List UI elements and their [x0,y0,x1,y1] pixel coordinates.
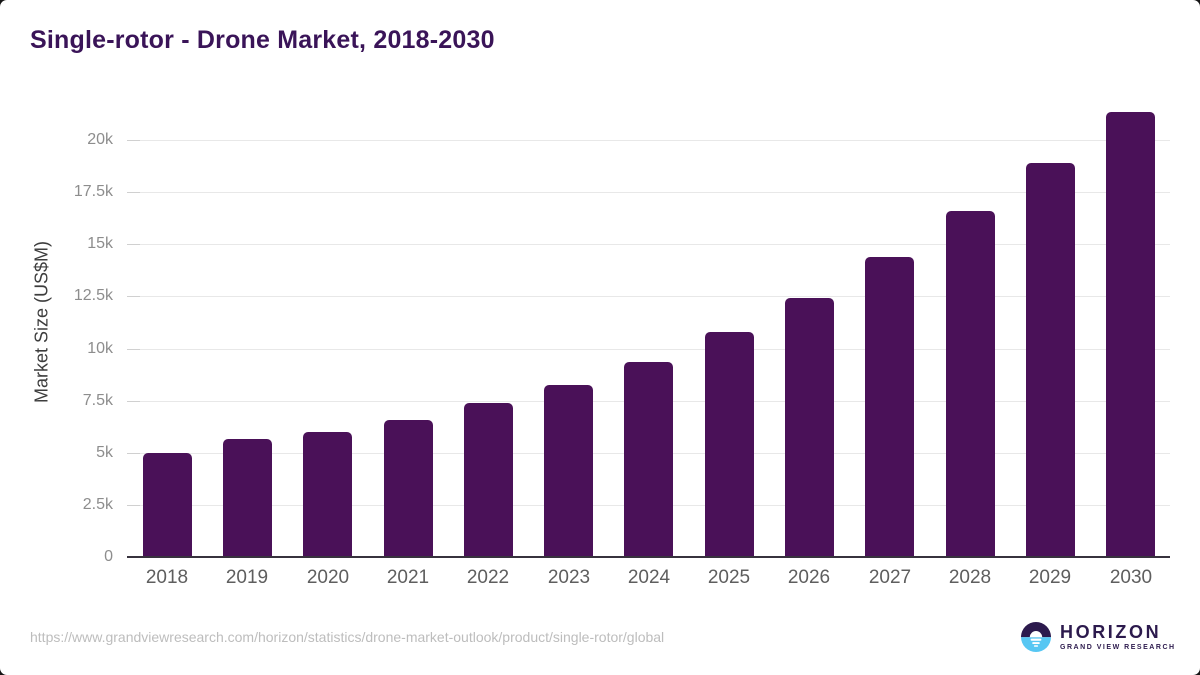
bar-2022[interactable] [464,403,513,557]
y-tick-10k [127,349,140,350]
bar-2028[interactable] [946,211,995,557]
x-tick-label: 2025 [707,567,751,588]
y-tick-label: 0 [104,548,113,565]
x-tick-label: 2027 [868,567,912,588]
bar-2018[interactable] [143,453,192,557]
bar-2029[interactable] [1026,163,1075,557]
y-tick-7.5k [127,401,140,402]
y-tick-5k [127,453,140,454]
x-tick-label: 2028 [948,567,992,588]
horizon-logo: HORIZON GRAND VIEW RESEARCH [1021,622,1176,652]
bar-2020[interactable] [303,432,352,557]
x-tick-label: 2029 [1028,567,1072,588]
y-tick-label: 7.5k [82,392,113,409]
gridline-15k [140,244,1170,245]
x-tick-label: 2023 [547,567,591,588]
y-tick-20k [127,140,140,141]
x-tick-label: 2018 [145,567,189,588]
gridline-17.5k [140,192,1170,193]
y-tick-17.5k [127,192,140,193]
gridline-12.5k [140,296,1170,297]
logo-tagline: GRAND VIEW RESEARCH [1060,643,1176,651]
y-tick-label: 20k [87,131,113,148]
x-axis-line [127,556,1170,558]
x-tick-label: 2019 [225,567,269,588]
x-tick-label: 2020 [306,567,350,588]
logo-name: HORIZON [1060,621,1162,642]
y-tick-label: 2.5k [82,496,113,513]
bar-2025[interactable] [705,332,754,557]
y-tick-label: 17.5k [73,183,113,200]
logo-text: HORIZON GRAND VIEW RESEARCH [1060,621,1176,651]
bar-2026[interactable] [785,298,834,557]
x-tick-label: 2024 [627,567,671,588]
bar-2023[interactable] [544,385,593,557]
y-tick-label: 10k [87,340,113,357]
x-tick-label: 2030 [1109,567,1153,588]
bar-2019[interactable] [223,439,272,557]
gridline-20k [140,140,1170,141]
source-url: https://www.grandviewresearch.com/horizo… [30,629,665,645]
bar-2021[interactable] [384,420,433,557]
y-tick-15k [127,244,140,245]
bar-2024[interactable] [624,362,673,557]
x-tick-label: 2026 [787,567,831,588]
bar-2027[interactable] [865,257,914,557]
y-tick-12.5k [127,296,140,297]
horizon-sun-icon [1021,622,1051,652]
x-tick-label: 2021 [386,567,430,588]
bar-2030[interactable] [1106,112,1155,557]
y-tick-2.5k [127,505,140,506]
y-tick-label: 12.5k [73,287,113,304]
gridline-10k [140,349,1170,350]
x-tick-label: 2022 [466,567,510,588]
y-tick-label: 15k [87,235,113,252]
chart-title: Single-rotor - Drone Market, 2018-2030 [30,26,495,54]
y-tick-label: 5k [96,444,113,461]
